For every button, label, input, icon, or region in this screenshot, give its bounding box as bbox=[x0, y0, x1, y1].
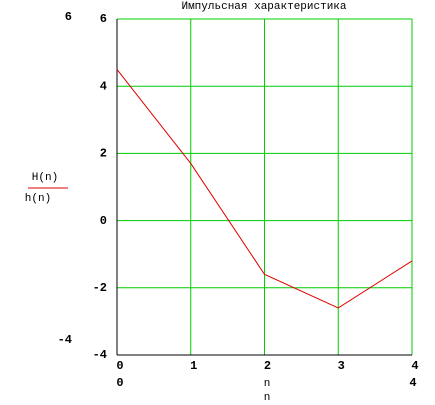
y-tick-label: -2 bbox=[93, 281, 107, 295]
x-limit-label: 4 bbox=[409, 376, 416, 390]
x-tick-label: 1 bbox=[190, 359, 197, 373]
y-axis-label: h(n) bbox=[25, 193, 51, 205]
y-tick-label: -4 bbox=[93, 348, 107, 362]
x-tick-label: 4 bbox=[411, 359, 418, 373]
y-tick-label: 4 bbox=[100, 79, 107, 93]
y-limit-label: -4 bbox=[58, 333, 72, 347]
x-tick-label: 0 bbox=[116, 359, 123, 373]
chart-title: Импульсная характеристика bbox=[181, 1, 346, 13]
y-tick-label: 2 bbox=[100, 147, 107, 161]
y-limit-label: 6 bbox=[65, 10, 72, 24]
y-tick-label: 6 bbox=[100, 12, 107, 26]
x-limit-label: 0 bbox=[116, 376, 123, 390]
x-tick-label: 2 bbox=[264, 359, 271, 373]
x-axis-label: n bbox=[264, 392, 271, 404]
x-axis-label: n bbox=[264, 378, 271, 390]
x-tick-label: 3 bbox=[338, 359, 345, 373]
data-line bbox=[116, 69, 413, 309]
y-tick-label: 0 bbox=[100, 214, 107, 228]
legend-label: H(n) bbox=[32, 172, 58, 184]
